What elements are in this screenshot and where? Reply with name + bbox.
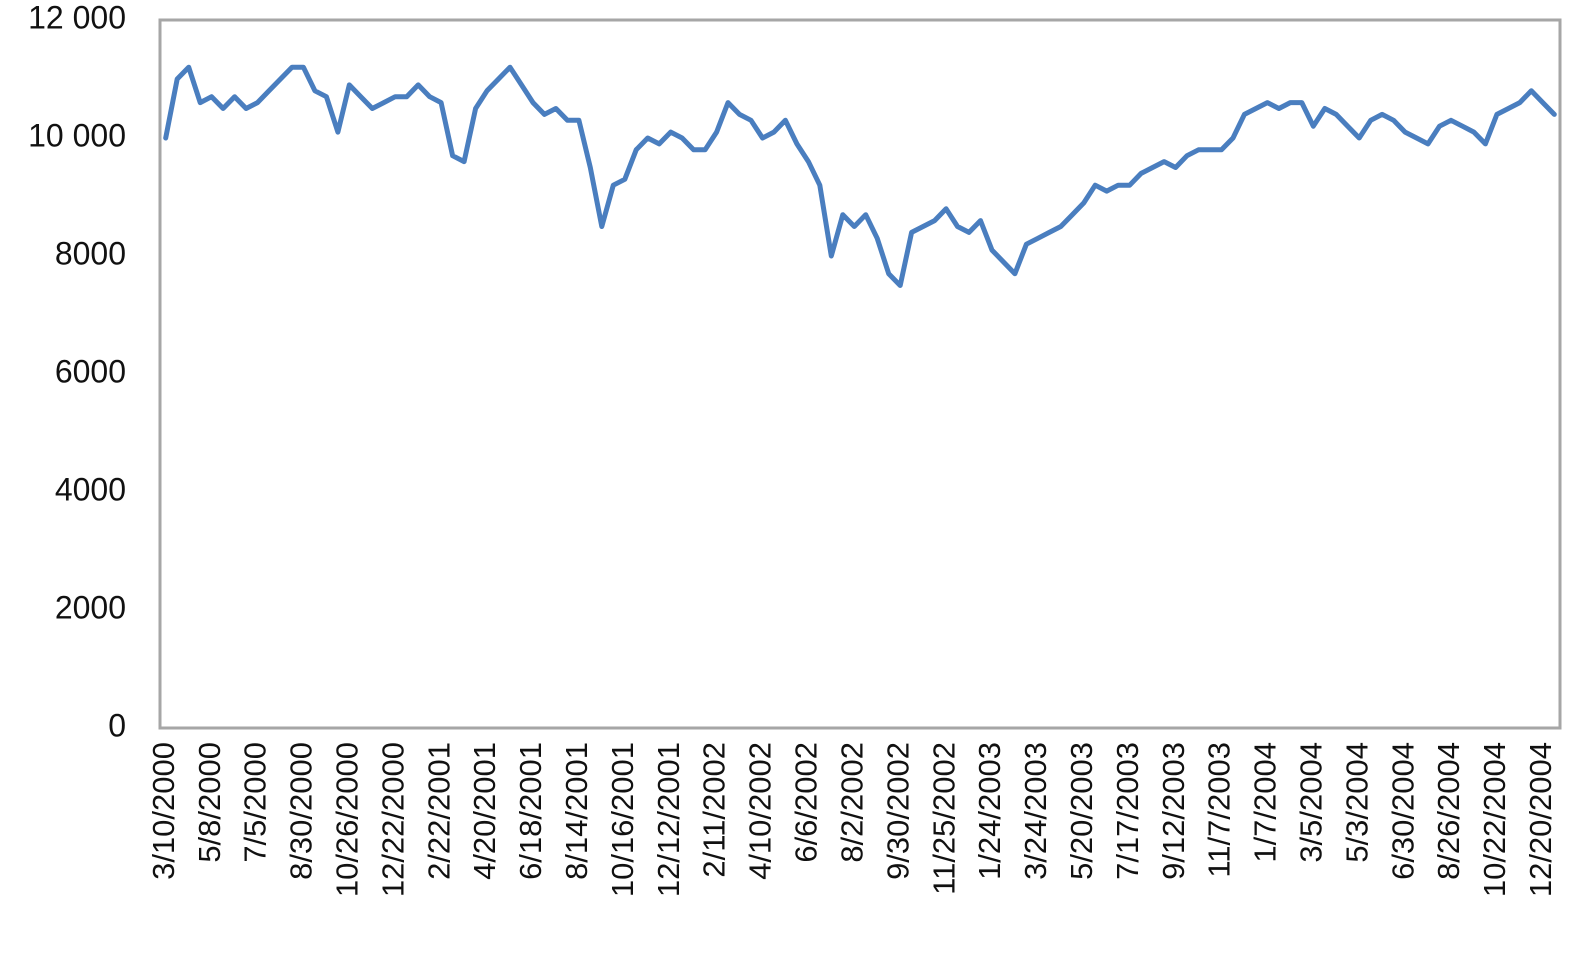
y-tick-label: 10 000 <box>28 117 126 153</box>
x-tick-label: 8/2/2002 <box>834 742 869 863</box>
x-tick-label: 7/17/2003 <box>1110 742 1145 880</box>
plot-frame <box>158 18 1562 730</box>
x-tick-label: 10/16/2001 <box>605 742 640 897</box>
y-tick-label: 2000 <box>55 589 126 625</box>
x-tick-label: 8/30/2000 <box>284 742 319 880</box>
x-tick-label: 1/24/2003 <box>972 742 1007 880</box>
x-tick-label: 5/8/2000 <box>192 742 227 863</box>
x-tick-label: 6/6/2002 <box>789 742 824 863</box>
x-tick-label: 4/20/2001 <box>467 742 502 880</box>
x-tick-label: 8/14/2001 <box>559 742 594 880</box>
y-tick-label: 8000 <box>55 235 126 271</box>
x-tick-label: 11/25/2002 <box>926 742 961 895</box>
y-tick-label: 4000 <box>55 471 126 507</box>
x-tick-label: 4/10/2002 <box>743 742 778 880</box>
x-tick-label: 11/7/2003 <box>1202 742 1237 878</box>
y-tick-label: 0 <box>108 707 126 743</box>
x-tick-label: 6/30/2004 <box>1385 742 1420 880</box>
x-tick-label: 8/26/2004 <box>1431 742 1466 880</box>
x-tick-label: 3/5/2004 <box>1293 742 1328 863</box>
x-tick-label: 12/12/2001 <box>651 742 686 897</box>
x-tick-label: 2/11/2002 <box>697 742 732 878</box>
x-tick-label: 10/26/2000 <box>330 742 365 897</box>
data-line <box>163 64 1557 288</box>
x-tick-label: 3/24/2003 <box>1018 742 1053 880</box>
x-tick-label: 1/7/2004 <box>1248 742 1283 863</box>
x-tick-label: 7/5/2000 <box>238 742 273 863</box>
x-tick-label: 9/30/2002 <box>880 742 915 880</box>
x-tick-label: 12/20/2004 <box>1523 742 1558 897</box>
x-tick-label: 5/3/2004 <box>1339 742 1374 863</box>
x-tick-label: 2/22/2001 <box>421 742 456 880</box>
x-tick-label: 6/18/2001 <box>513 742 548 880</box>
y-tick-label: 12 000 <box>28 0 126 35</box>
y-tick-label: 6000 <box>55 353 126 389</box>
x-tick-label: 10/22/2004 <box>1477 742 1512 897</box>
x-tick-label: 3/10/2000 <box>146 742 181 880</box>
x-tick-label: 9/12/2003 <box>1156 742 1191 880</box>
x-tick-label: 5/20/2003 <box>1064 742 1099 880</box>
x-tick-label: 12/22/2000 <box>375 742 410 897</box>
